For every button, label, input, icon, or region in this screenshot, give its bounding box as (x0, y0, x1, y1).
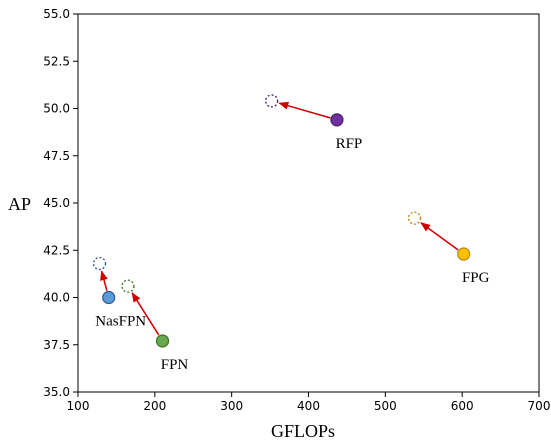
y-tick-label: 55.0 (43, 7, 70, 21)
y-tick-label: 50.0 (43, 102, 70, 116)
y-tick-label: 47.5 (43, 149, 70, 163)
nasfpn-target-marker (92, 256, 107, 271)
y-tick-label: 40.0 (43, 291, 70, 305)
rfp-point (330, 113, 344, 127)
y-tick-label: 37.5 (43, 338, 70, 352)
fpg-target-marker (407, 211, 422, 225)
y-tick-label: 35.0 (43, 385, 70, 399)
y-axis-title: AP (8, 194, 31, 214)
point-labels-layer: FPN NasFPN RFP FPG (95, 136, 489, 373)
markers-layer (92, 94, 471, 348)
plot-area (77, 13, 540, 393)
x-tick-label: 700 (528, 399, 551, 413)
rfp-target-marker (264, 94, 279, 108)
x-tick-label: 500 (374, 399, 397, 413)
fpn-target-marker (121, 279, 135, 293)
x-tick-label: 600 (451, 399, 474, 413)
x-axis-title: GFLOPs (271, 421, 335, 441)
x-axis: 100 200 300 400 500 600 700 (67, 392, 551, 413)
fpn-label: FPN (161, 357, 189, 373)
fpn-point (155, 334, 170, 348)
nasfpn-point (102, 290, 116, 305)
y-tick-label: 42.5 (43, 243, 70, 257)
rfp-arrow (278, 101, 331, 119)
fpg-point (457, 247, 471, 261)
rfp-label: RFP (336, 136, 363, 152)
x-tick-label: 400 (297, 399, 320, 413)
y-tick-label: 45.0 (43, 196, 70, 210)
y-axis: 35.0 37.5 40.0 42.5 45.0 47.5 50.0 52.5 55.0 (43, 7, 78, 399)
fpg-arrow (420, 222, 459, 251)
y-tick-label: 52.5 (43, 54, 70, 68)
x-tick-label: 100 (67, 399, 90, 413)
nasfpn-arrow (100, 270, 108, 291)
fpn-arrow (131, 292, 160, 336)
x-tick-label: 300 (220, 399, 243, 413)
fpg-label: FPG (462, 270, 490, 286)
x-tick-label: 200 (143, 399, 166, 413)
nasfpn-label: NasFPN (95, 314, 146, 330)
arrows-layer (100, 101, 459, 336)
